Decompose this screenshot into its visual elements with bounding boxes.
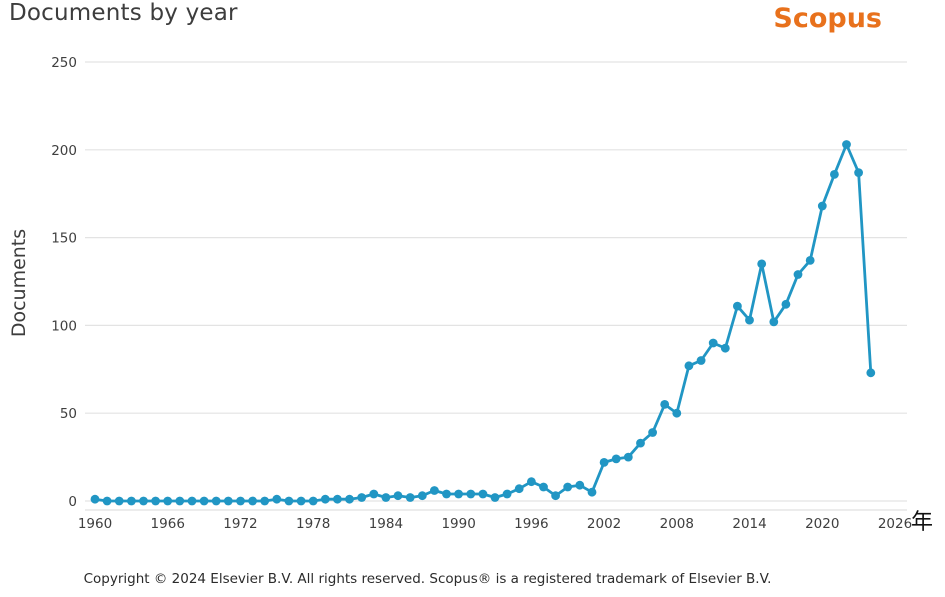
data-point-1970[interactable]	[211, 496, 221, 506]
x-tick-labels: 1960 1966 1972 1978 1984 1990 1996 2002 2008 2014…	[78, 516, 912, 532]
data-point-1992[interactable]	[478, 489, 488, 499]
data-point-1960[interactable]	[90, 494, 100, 504]
data-point-2022[interactable]	[842, 140, 851, 149]
data-point-1967[interactable]	[175, 496, 185, 506]
x-tick-label-2008: 2008	[660, 516, 694, 532]
x-tick-label-2026: 2026	[878, 516, 912, 532]
series-line-documents	[93, 143, 873, 503]
x-tick-label-1966: 1966	[151, 516, 185, 532]
data-point-1984[interactable]	[381, 493, 391, 502]
data-point-1968[interactable]	[187, 496, 197, 506]
data-point-2014[interactable]	[745, 315, 754, 325]
data-point-1965[interactable]	[151, 496, 161, 506]
data-point-1995[interactable]	[514, 484, 524, 494]
x-tick-label-1990: 1990	[441, 516, 475, 532]
data-point-2021[interactable]	[830, 170, 839, 179]
data-point-1996[interactable]	[527, 477, 536, 487]
data-point-1971[interactable]	[223, 496, 233, 506]
data-point-1990[interactable]	[454, 489, 463, 499]
data-point-2020[interactable]	[817, 201, 827, 211]
x-tick-label-1996: 1996	[514, 516, 548, 532]
data-point-1987[interactable]	[417, 491, 427, 501]
data-point-1983[interactable]	[369, 489, 379, 499]
data-point-1976[interactable]	[284, 496, 294, 506]
data-point-1994[interactable]	[502, 489, 512, 499]
data-point-2011[interactable]	[708, 338, 718, 348]
data-point-1961[interactable]	[102, 496, 112, 506]
scopus-logo[interactable]: Scopus	[773, 3, 882, 34]
data-point-1974[interactable]	[260, 496, 270, 506]
data-point-1985[interactable]	[393, 491, 403, 501]
data-point-2005[interactable]	[636, 438, 645, 448]
y-tick-label-0: 0	[68, 494, 77, 510]
data-point-1963[interactable]	[126, 496, 136, 506]
data-point-1966[interactable]	[163, 496, 173, 506]
data-point-1981[interactable]	[345, 494, 354, 504]
y-tick-label-100: 100	[51, 318, 77, 334]
y-tick-label-50: 50	[60, 406, 77, 422]
data-point-1962[interactable]	[114, 496, 124, 506]
data-point-1978[interactable]	[308, 496, 318, 506]
copyright-text: Copyright © 2024 Elsevier B.V. All right…	[83, 571, 772, 587]
data-point-1993[interactable]	[490, 493, 500, 502]
data-point-2016[interactable]	[769, 317, 779, 327]
y-tick-label-150: 150	[51, 231, 77, 247]
data-point-2003[interactable]	[611, 454, 621, 464]
data-point-2001[interactable]	[587, 487, 597, 497]
data-point-2023[interactable]	[854, 168, 863, 178]
data-point-1969[interactable]	[199, 496, 209, 506]
data-point-2018[interactable]	[793, 270, 803, 279]
data-point-2008[interactable]	[672, 408, 682, 418]
data-point-1979[interactable]	[320, 494, 330, 504]
x-tick-label-1972: 1972	[223, 516, 257, 532]
data-point-1991[interactable]	[466, 489, 476, 499]
data-point-1980[interactable]	[333, 494, 342, 504]
y-tick-label-200: 200	[51, 143, 77, 159]
data-point-2015[interactable]	[757, 259, 767, 269]
x-tick-label-2020: 2020	[805, 516, 839, 532]
chart-title: Documents by year	[9, 0, 238, 26]
x-tick-label-1984: 1984	[369, 516, 403, 532]
data-point-2000[interactable]	[575, 480, 585, 490]
data-point-2007[interactable]	[660, 400, 670, 409]
data-point-1964[interactable]	[139, 496, 148, 506]
data-point-2024[interactable]	[866, 368, 876, 378]
data-point-2006[interactable]	[648, 428, 657, 437]
data-point-2009[interactable]	[684, 361, 694, 371]
data-points	[90, 140, 876, 506]
y-tick-label-250: 250	[51, 55, 77, 71]
data-point-2013[interactable]	[733, 301, 742, 311]
data-point-1977[interactable]	[296, 496, 306, 506]
data-point-1997[interactable]	[539, 482, 548, 492]
data-point-2019[interactable]	[805, 256, 815, 265]
data-point-2017[interactable]	[781, 299, 791, 309]
data-point-1972[interactable]	[236, 496, 245, 506]
data-point-1988[interactable]	[430, 486, 439, 495]
data-point-1998[interactable]	[551, 491, 560, 501]
x-tick-label-1978: 1978	[296, 516, 330, 532]
data-point-2002[interactable]	[599, 458, 609, 467]
data-point-1975[interactable]	[272, 494, 282, 504]
data-point-1999[interactable]	[563, 482, 573, 492]
gridlines: 0 50 100 150 200 250	[51, 55, 907, 511]
x-tick-label-2002: 2002	[587, 516, 621, 532]
x-tick-label-2014: 2014	[732, 516, 766, 532]
data-point-2012[interactable]	[720, 343, 730, 353]
data-point-1982[interactable]	[357, 493, 367, 502]
x-tick-label-1960: 1960	[78, 516, 112, 532]
data-point-1986[interactable]	[405, 493, 415, 502]
x-axis-unit-label: 年	[911, 509, 934, 534]
data-point-1989[interactable]	[442, 489, 451, 499]
data-point-2010[interactable]	[696, 356, 706, 365]
data-point-1973[interactable]	[248, 496, 257, 506]
data-point-2004[interactable]	[623, 452, 633, 462]
